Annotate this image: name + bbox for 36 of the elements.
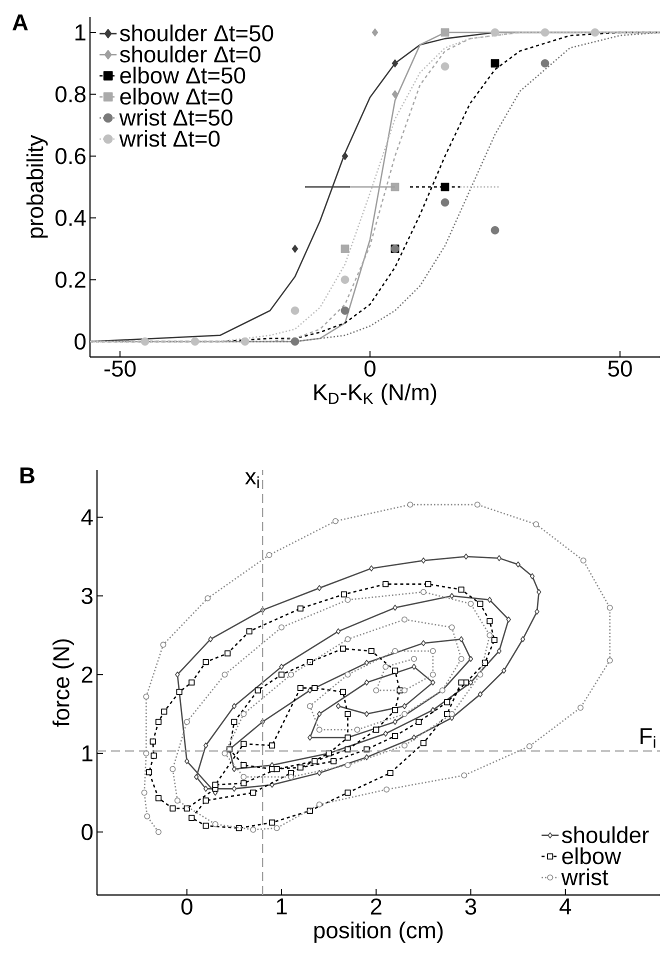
legend-label: wrist [561, 868, 608, 886]
x-axis-title: K$_{D}$-K$_{K}$ (N/m) [314, 384, 436, 405]
x-axis-title: position (cm) [314, 922, 443, 943]
y-tick-label: 1 [75, 24, 86, 40]
x-tick-label: 1 [276, 898, 287, 914]
y-tick-label: 0.2 [56, 272, 86, 288]
x-tick-label: 0 [364, 360, 376, 377]
legend-label: elbow Δt=50 [120, 66, 246, 84]
chart-title: A [12, 14, 28, 30]
x-tick-label: 50 [608, 360, 632, 377]
legend-label: shoulder [562, 826, 649, 844]
y-tick-label: 0 [74, 333, 86, 350]
legend-label: shoulder Δt=50 [120, 24, 274, 42]
x-tick-label: 3 [465, 898, 476, 915]
y-tick-label: 2 [82, 666, 92, 683]
y-tick-label: 3 [82, 588, 92, 604]
ref-line-label: F$_{i}$ [640, 728, 656, 748]
y-tick-label: 0.4 [56, 210, 86, 226]
chart-title: B [20, 468, 34, 484]
y-tick-label: 4 [81, 509, 93, 526]
legend-label: wrist Δt=0 [119, 130, 220, 147]
x-tick-label: 0 [181, 898, 192, 915]
y-axis-title: probability [26, 134, 48, 238]
legend-label: shoulder Δt=0 [120, 46, 260, 62]
x-tick-label: 2 [370, 898, 382, 915]
legend-label: elbow [562, 847, 622, 864]
legend-label: wrist Δt=50 [119, 108, 232, 126]
legend-label: elbow Δt=0 [120, 88, 232, 105]
y-tick-label: 0.8 [56, 86, 86, 102]
y-tick-label: 0 [82, 824, 93, 840]
ref-line-label: x$_{i}$ [245, 472, 259, 488]
y-axis-title: force (N) [52, 639, 74, 727]
y-tick-label: 1 [82, 745, 92, 762]
y-tick-label: 0.6 [56, 148, 86, 164]
x-tick-label: 4 [560, 898, 572, 914]
x-tick-label: -50 [104, 360, 136, 377]
